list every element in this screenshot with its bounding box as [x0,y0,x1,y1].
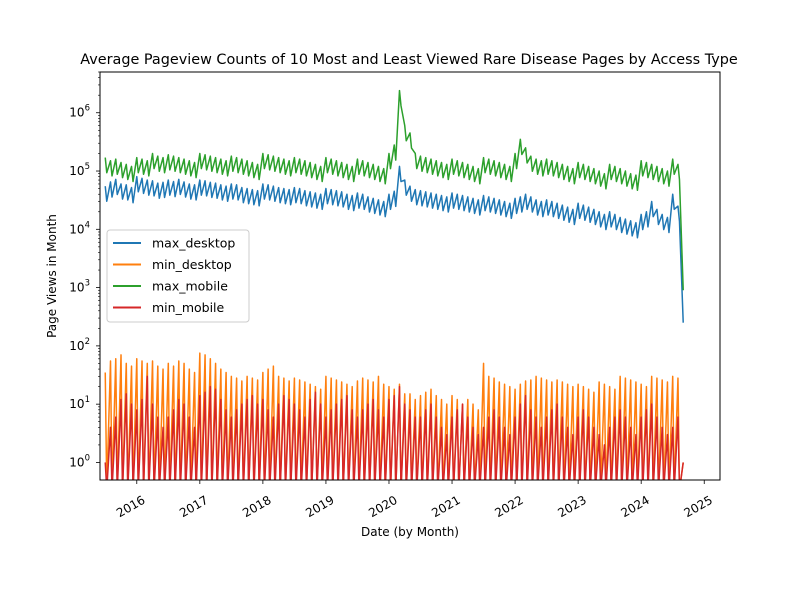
y-tick-label-1: 100 [69,453,90,469]
series-line-max-mobile [104,89,684,291]
y-axis: 100 101 102 103 104 105 106 [69,71,100,469]
plot-frame [99,71,721,481]
y-tick-label-100: 102 [69,337,90,353]
legend: max_desktop min_desktop max_mobile min_mobi… [106,229,250,323]
x-tick-label-2025: 2025 [682,493,715,520]
plot-area [104,89,684,480]
x-tick-label-2021: 2021 [429,493,462,520]
x-tick-label-2016: 2016 [114,493,147,520]
legend-label-min-desktop: min_desktop [152,257,232,272]
y-tick-label-100000: 105 [69,162,90,178]
x-tick-label-2024: 2024 [618,493,651,520]
y-tick-label-10000: 104 [69,220,90,236]
legend-label-min-mobile: min_mobile [152,300,225,315]
y-tick-label-10: 101 [69,395,90,411]
x-tick-label-2017: 2017 [177,493,210,520]
legend-label-max-mobile: max_mobile [152,279,228,294]
series-line-max-desktop [104,165,684,323]
series-line-min-mobile [104,375,684,480]
legend-box [106,229,250,323]
x-axis-label: Date (by Month) [361,525,459,539]
y-tick-label-1000000: 106 [69,104,90,120]
x-tick-label-2023: 2023 [555,493,588,520]
x-tick-label-2019: 2019 [303,493,336,520]
chart-title: Average Pageview Counts of 10 Most and L… [80,52,738,68]
x-tick-label-2018: 2018 [240,493,273,520]
x-tick-label-2022: 2022 [492,493,525,520]
x-tick-label-2020: 2020 [366,493,399,520]
legend-label-max-desktop: max_desktop [152,236,235,251]
y-axis-label: Page Views in Month [45,214,59,338]
y-tick-label-1000: 103 [69,279,90,295]
x-axis: 2016 2017 2018 2019 2020 2021 2022 2023 2024 2025 [114,480,715,520]
